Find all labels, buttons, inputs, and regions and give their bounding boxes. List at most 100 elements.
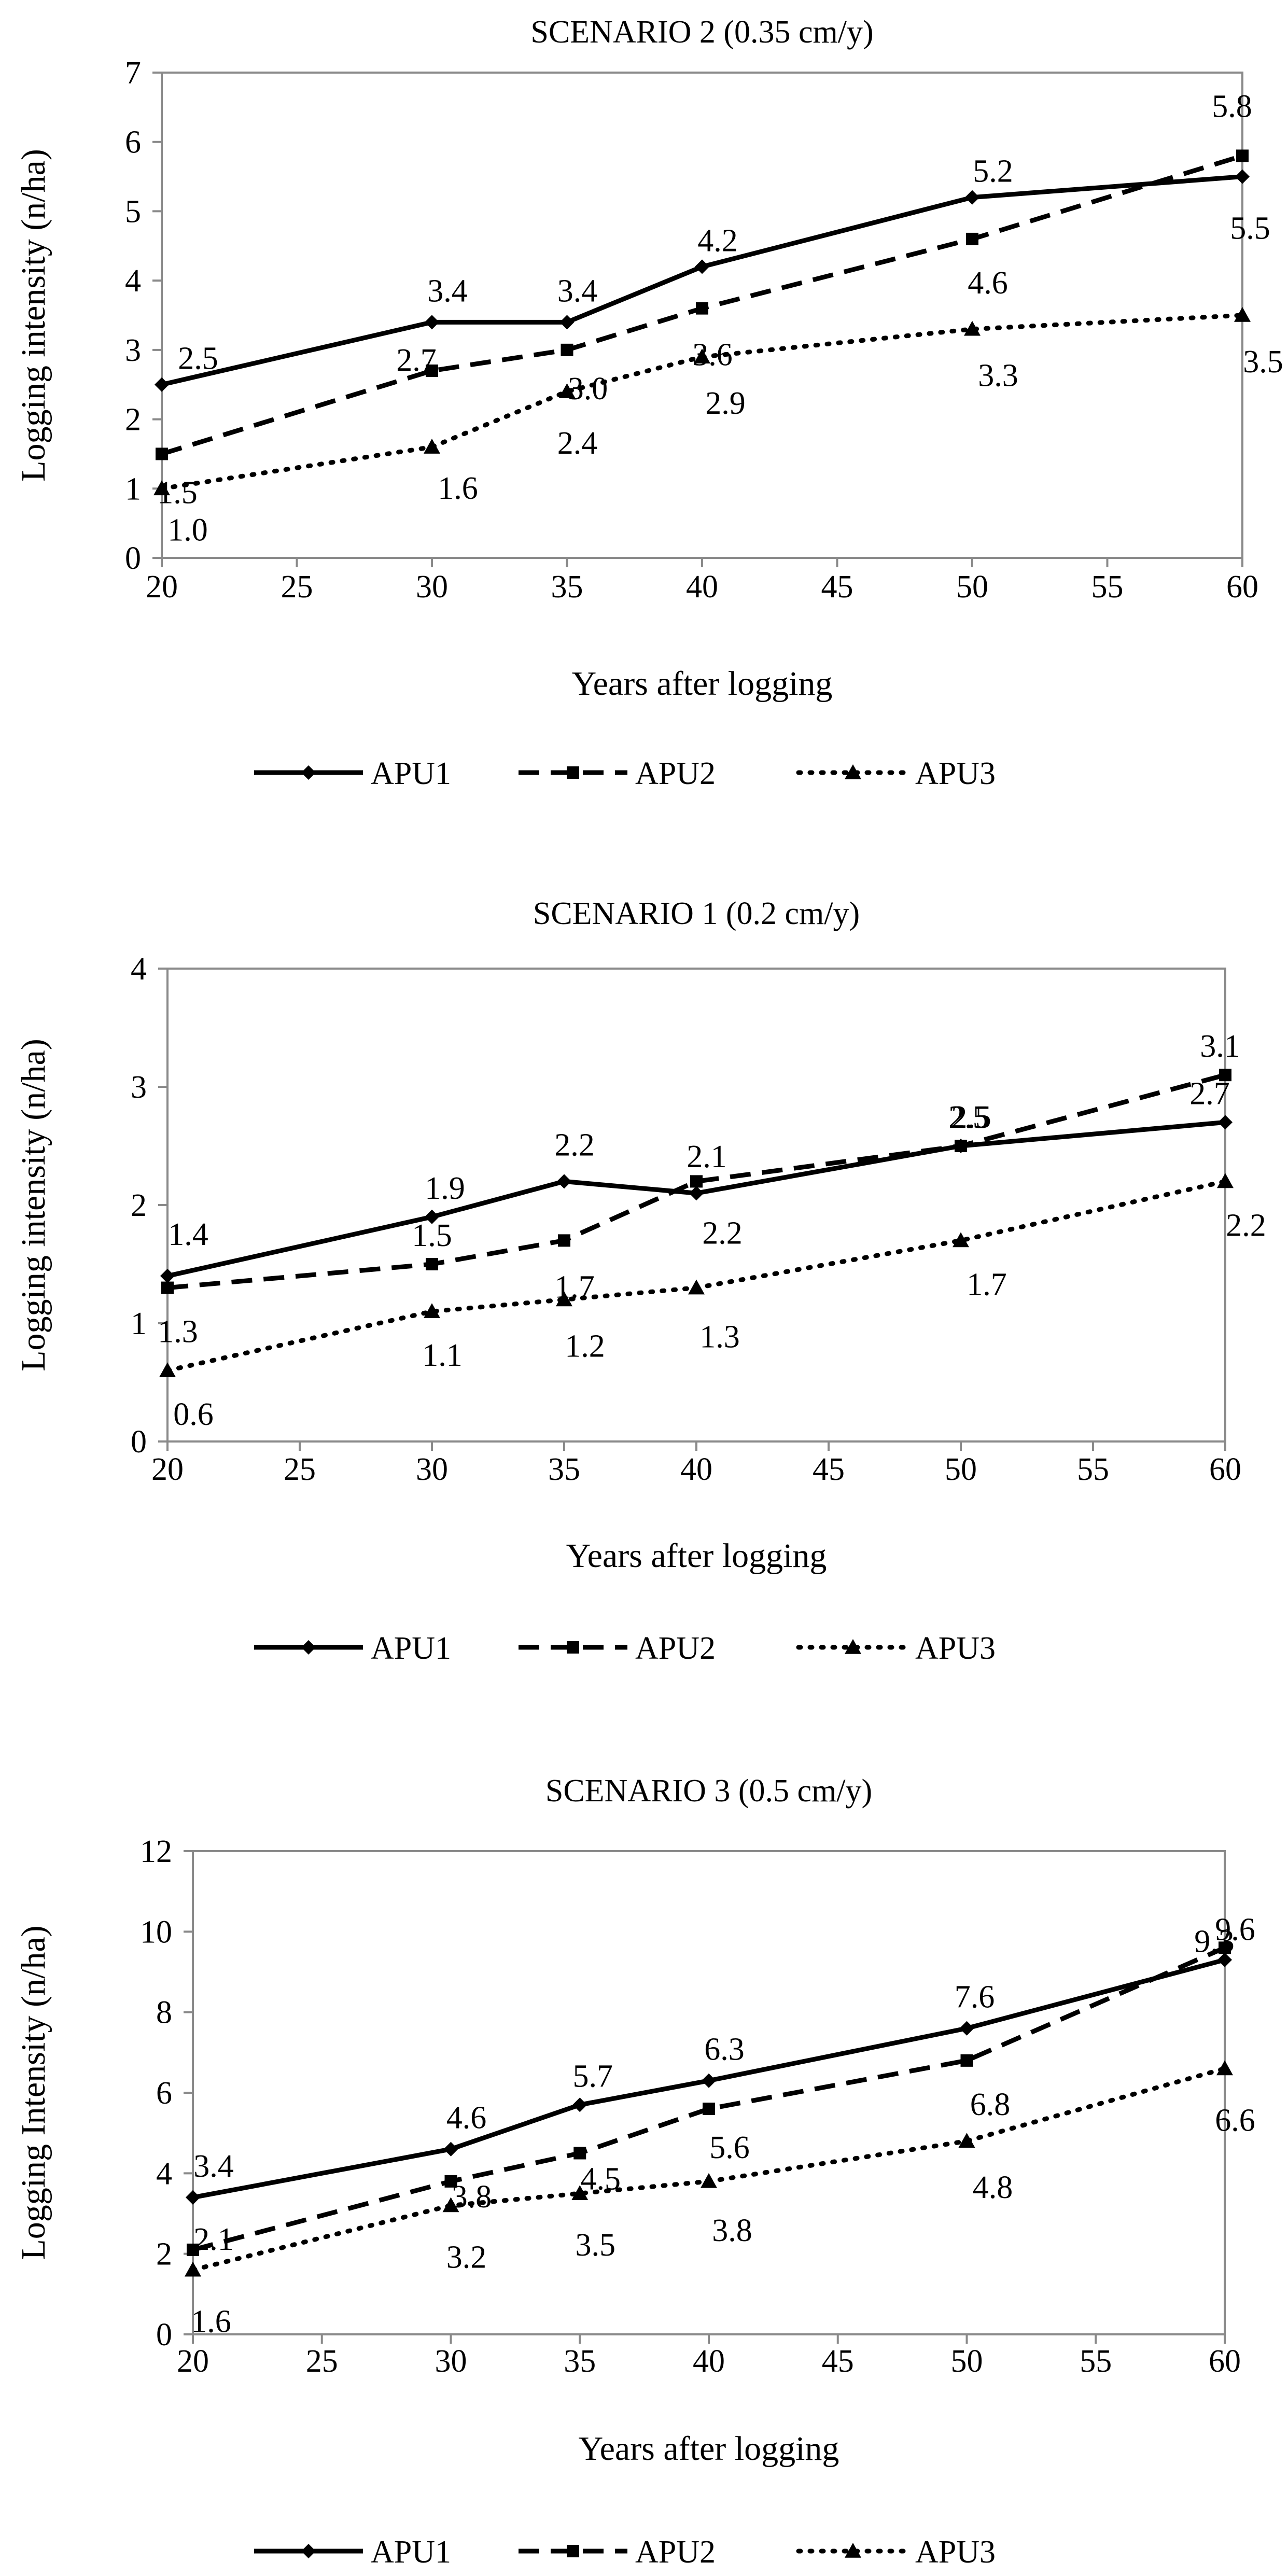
data-label-apu2: 3.0 [568,371,608,407]
data-label-apu2: 1.3 [158,1314,198,1350]
data-label-apu1: 5.5 [1230,211,1270,246]
data-point-apu2 [426,364,438,377]
plot-frame [161,72,1243,559]
data-point-apu3 [964,320,981,336]
legend: APU1 APU2 APU3 [254,756,996,791]
x-tick-label: 25 [281,569,313,605]
data-label-apu1: 2.2 [554,1127,595,1163]
data-label-apu1: 4.6 [446,2101,487,2136]
data-point-apu1 [1218,1115,1233,1130]
legend-label-apu2: APU2 [635,1631,716,1666]
data-point-apu2 [696,302,708,315]
data-label-apu1: 5.2 [973,154,1013,189]
y-tick-label: 6 [125,125,141,160]
data-label-apu1: 3.4 [427,273,468,309]
x-tick-label: 60 [1209,2344,1241,2379]
data-point-apu1 [160,1268,175,1283]
data-label-apu2: 9.6 [1215,1912,1255,1947]
data-label-apu2: 3.1 [1200,1029,1240,1064]
data-point-apu2 [561,343,573,356]
y-tick-label: 1 [125,471,141,507]
data-label-apu2: 5.6 [709,2130,750,2165]
x-tick-label: 50 [956,569,988,605]
data-label-apu3: 3.5 [1243,344,1283,380]
series-line-apu1 [192,1957,1226,2200]
y-tick-label: 8 [156,1995,172,2031]
data-label-apu1: 2.1 [687,1139,727,1174]
data-point-apu1 [959,2021,974,2036]
x-tick-label: 20 [177,2344,209,2379]
data-point-apu2 [558,1234,570,1247]
data-point-apu2 [960,2054,973,2067]
x-tick-label: 40 [680,1452,712,1487]
x-tick-label: 60 [1209,1452,1241,1487]
data-label-apu3: 4.8 [973,2170,1013,2205]
data-point-apu2 [966,232,978,245]
data-label-apu3: 1.1 [422,1338,463,1373]
data-label-apu1: 6.3 [704,2032,745,2067]
data-label-apu1: 1.4 [168,1217,208,1252]
data-label-apu3: 1.0 [167,512,208,548]
data-label-apu2: 6.8 [970,2087,1011,2122]
data-label-apu2: 3.8 [452,2179,492,2215]
series-line-apu3 [165,1179,1228,1373]
data-point-apu3 [571,2185,589,2200]
data-point-apu3 [1217,1173,1234,1188]
data-label-apu1: 2.5 [178,341,218,376]
x-axis-title: Years after logging [566,1537,827,1575]
data-point-apu3 [701,2173,717,2188]
y-tick-label: 3 [131,1070,147,1105]
data-point-apu1 [443,2141,458,2157]
data-label-apu3: 2.9 [705,386,746,421]
data-point-apu2 [1236,149,1249,162]
legend-label-apu2: APU2 [635,756,716,791]
data-label-apu1: 1.9 [425,1171,465,1206]
data-point-apu1 [186,2190,200,2205]
y-tick-label: 0 [156,2317,172,2353]
y-axis-title: Logging Intensity (n/ha) [15,1925,52,2260]
x-tick-label: 20 [151,1452,184,1487]
data-point-apu1 [155,377,169,392]
x-tick-label: 30 [435,2344,467,2379]
data-label-apu3: 2.2 [1226,1208,1266,1243]
x-tick-label: 50 [951,2344,983,2379]
data-point-apu3 [1234,307,1251,322]
legend-label-apu3: APU3 [915,1631,996,1666]
data-label-apu2: 2.7 [396,343,437,378]
x-tick-label: 55 [1091,569,1124,605]
chart-panel-1: SCENARIO 2 (0.35 cm/y)20 25 30 35 40 45 50 55 60… [15,15,1283,791]
chart-title: SCENARIO 2 (0.35 cm/y) [530,15,873,50]
legend-marker-apu2 [567,766,579,779]
chart-panel-2: SCENARIO 1 (0.2 cm/y)20 25 30 35 40 45 50 55 600… [15,896,1266,1666]
chart-title: SCENARIO 1 (0.2 cm/y) [533,896,860,931]
x-tick-label: 55 [1080,2344,1112,2379]
data-point-apu1 [689,1186,704,1201]
data-point-apu3 [185,2261,201,2277]
data-label-apu1: 3.4 [193,2149,234,2184]
data-point-apu2 [1219,1069,1231,1082]
data-label-apu3: 0.6 [173,1397,214,1432]
data-label-apu3: 3.3 [978,358,1018,394]
data-point-apu2 [703,2103,715,2116]
y-tick-label: 2 [125,402,141,438]
legend-marker-apu3 [845,764,861,779]
x-axis-title: Years after logging [579,2430,839,2468]
data-point-apu1 [965,190,979,205]
data-label-apu3: 3.2 [446,2239,487,2275]
data-point-apu2 [187,2243,199,2256]
legend-marker-apu2 [567,1641,579,1654]
data-point-apu2 [690,1175,703,1188]
data-point-apu1 [425,1209,439,1224]
y-tick-label: 7 [125,55,141,91]
data-point-apu1 [572,2097,587,2112]
data-point-apu1 [557,1174,571,1189]
data-label-apu1: 5.7 [573,2059,613,2094]
data-point-apu1 [425,315,439,330]
x-tick-label: 40 [693,2344,725,2379]
y-tick-label: 6 [156,2076,172,2111]
data-label-apu2: 2.5 [948,1100,989,1135]
data-point-apu2 [1219,1941,1231,1954]
y-axis-title: Logging intensity (n/ha) [15,149,52,482]
data-label-apu2: 2.2 [702,1215,743,1251]
data-point-apu3 [558,383,576,398]
